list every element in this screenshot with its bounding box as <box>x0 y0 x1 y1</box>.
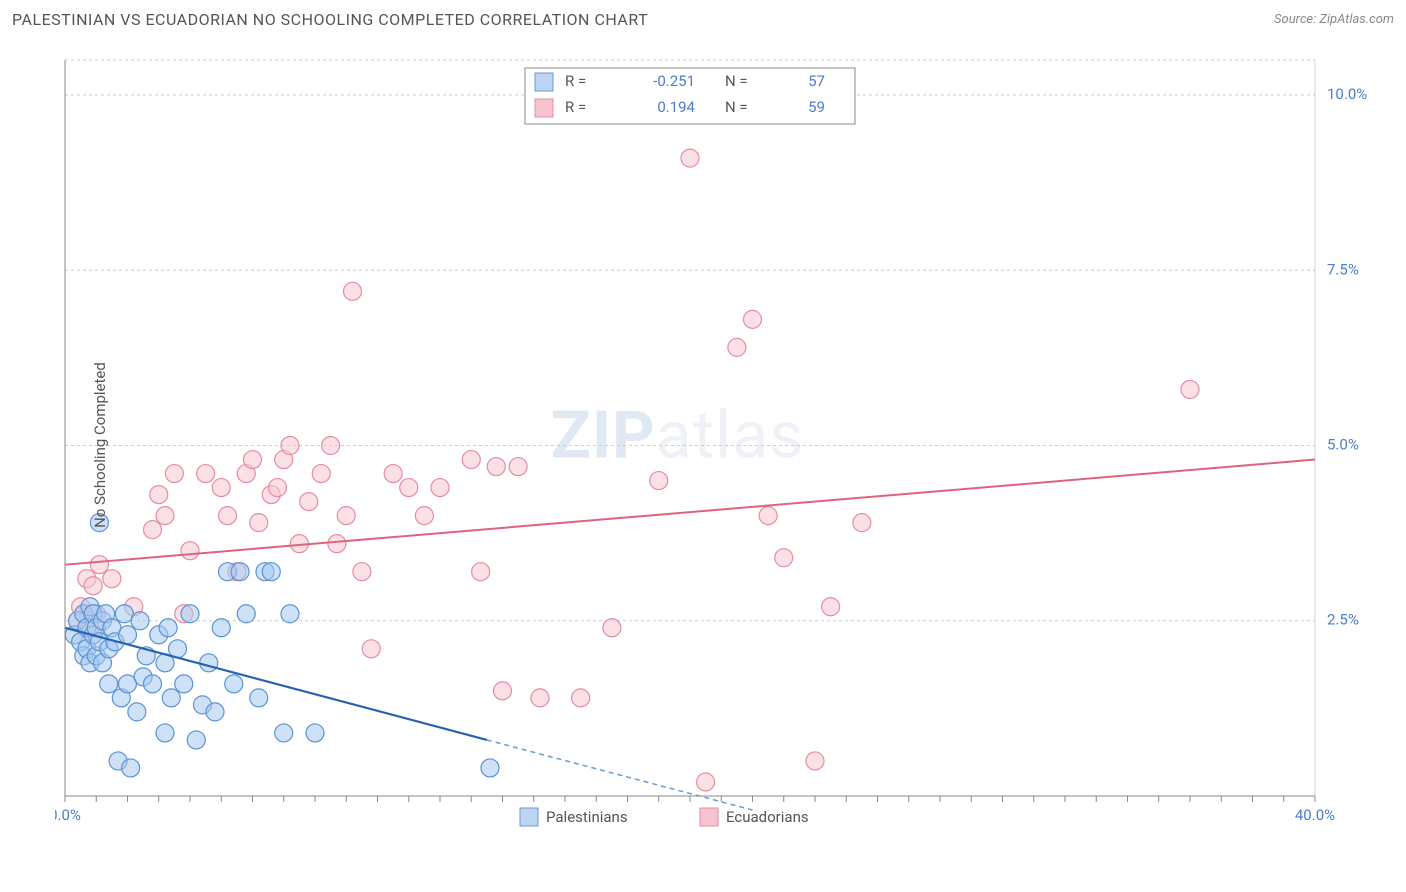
point-palestinians <box>262 563 280 581</box>
point-ecuadorians <box>509 458 527 476</box>
y-tick-label: 10.0% <box>1327 85 1367 103</box>
point-ecuadorians <box>697 773 715 791</box>
point-ecuadorians <box>362 640 380 658</box>
point-ecuadorians <box>219 507 237 525</box>
x-tick-label: 40.0% <box>1295 806 1335 824</box>
point-ecuadorians <box>103 570 121 588</box>
stats-swatch-palestinians <box>535 73 553 91</box>
stats-n-label: N = <box>725 72 748 90</box>
point-ecuadorians <box>650 472 668 490</box>
scatter-plot: ZIPatlas 2.5% 5.0% 7.5% 10.0% 0.0% 40.0% R = -0.… <box>55 50 1391 840</box>
chart-container: No Schooling Completed ZIPatlas 2.5% 5.0% 7… <box>55 50 1391 840</box>
point-palestinians <box>159 619 177 637</box>
point-palestinians <box>131 612 149 630</box>
point-ecuadorians <box>144 521 162 539</box>
y-axis-label: No Schooling Completed <box>91 362 109 528</box>
point-ecuadorians <box>300 493 318 511</box>
stats-swatch-ecuadorians <box>535 99 553 117</box>
point-ecuadorians <box>337 507 355 525</box>
point-ecuadorians <box>90 556 108 574</box>
point-ecuadorians <box>281 437 299 455</box>
point-ecuadorians <box>165 465 183 483</box>
point-palestinians <box>206 703 224 721</box>
point-palestinians <box>481 759 499 777</box>
point-palestinians <box>162 689 180 707</box>
point-ecuadorians <box>322 437 340 455</box>
point-palestinians <box>122 759 140 777</box>
point-palestinians <box>306 724 324 742</box>
point-ecuadorians <box>806 752 824 770</box>
point-ecuadorians <box>853 514 871 532</box>
stats-r-value: 0.194 <box>657 98 695 116</box>
stats-r-label: R = <box>565 98 586 116</box>
stats-n-value: 57 <box>808 72 825 90</box>
point-ecuadorians <box>472 563 490 581</box>
point-ecuadorians <box>212 479 230 497</box>
y-tick-label: 2.5% <box>1327 611 1359 629</box>
legend-swatch-ecuadorians <box>700 808 718 826</box>
point-palestinians <box>225 675 243 693</box>
legend-label: Palestinians <box>546 808 628 826</box>
legend-label: Ecuadorians <box>726 808 809 826</box>
point-palestinians <box>200 654 218 672</box>
point-palestinians <box>231 563 249 581</box>
point-ecuadorians <box>681 149 699 167</box>
watermark: ZIPatlas <box>551 397 804 474</box>
point-ecuadorians <box>494 682 512 700</box>
point-ecuadorians <box>728 338 746 356</box>
point-palestinians <box>156 724 174 742</box>
point-ecuadorians <box>353 563 371 581</box>
point-ecuadorians <box>312 465 330 483</box>
stats-n-value: 59 <box>808 98 825 116</box>
point-ecuadorians <box>759 507 777 525</box>
x-tick-label: 0.0% <box>55 806 81 824</box>
point-ecuadorians <box>269 479 287 497</box>
point-ecuadorians <box>400 479 418 497</box>
point-ecuadorians <box>156 507 174 525</box>
point-palestinians <box>144 675 162 693</box>
point-ecuadorians <box>84 577 102 595</box>
stats-r-label: R = <box>565 72 586 90</box>
point-ecuadorians <box>244 451 262 469</box>
point-ecuadorians <box>531 689 549 707</box>
point-palestinians <box>119 626 137 644</box>
point-ecuadorians <box>328 535 346 553</box>
point-ecuadorians <box>431 479 449 497</box>
header: PALESTINIAN VS ECUADORIAN NO SCHOOLING C… <box>0 0 1406 38</box>
point-ecuadorians <box>415 507 433 525</box>
point-palestinians <box>181 605 199 623</box>
chart-title: PALESTINIAN VS ECUADORIAN NO SCHOOLING C… <box>12 10 648 29</box>
point-ecuadorians <box>603 619 621 637</box>
point-ecuadorians <box>487 458 505 476</box>
point-palestinians <box>212 619 230 637</box>
point-palestinians <box>250 689 268 707</box>
point-ecuadorians <box>344 282 362 300</box>
point-ecuadorians <box>384 465 402 483</box>
point-palestinians <box>187 731 205 749</box>
point-ecuadorians <box>1181 380 1199 398</box>
stats-r-value: -0.251 <box>653 72 695 90</box>
point-ecuadorians <box>181 542 199 560</box>
point-ecuadorians <box>462 451 480 469</box>
point-palestinians <box>275 724 293 742</box>
point-ecuadorians <box>744 310 762 328</box>
point-ecuadorians <box>197 465 215 483</box>
point-palestinians <box>175 675 193 693</box>
trend-line-palestinians-ext <box>487 740 753 810</box>
point-ecuadorians <box>775 549 793 567</box>
point-palestinians <box>128 703 146 721</box>
point-ecuadorians <box>572 689 590 707</box>
y-tick-label: 7.5% <box>1327 260 1359 278</box>
legend-swatch-palestinians <box>520 808 538 826</box>
point-palestinians <box>281 605 299 623</box>
point-palestinians <box>100 675 118 693</box>
point-ecuadorians <box>250 514 268 532</box>
point-ecuadorians <box>150 486 168 504</box>
y-tick-label: 5.0% <box>1327 435 1359 453</box>
point-ecuadorians <box>822 598 840 616</box>
source-label: Source: ZipAtlas.com <box>1274 12 1394 27</box>
stats-n-label: N = <box>725 98 748 116</box>
point-palestinians <box>237 605 255 623</box>
